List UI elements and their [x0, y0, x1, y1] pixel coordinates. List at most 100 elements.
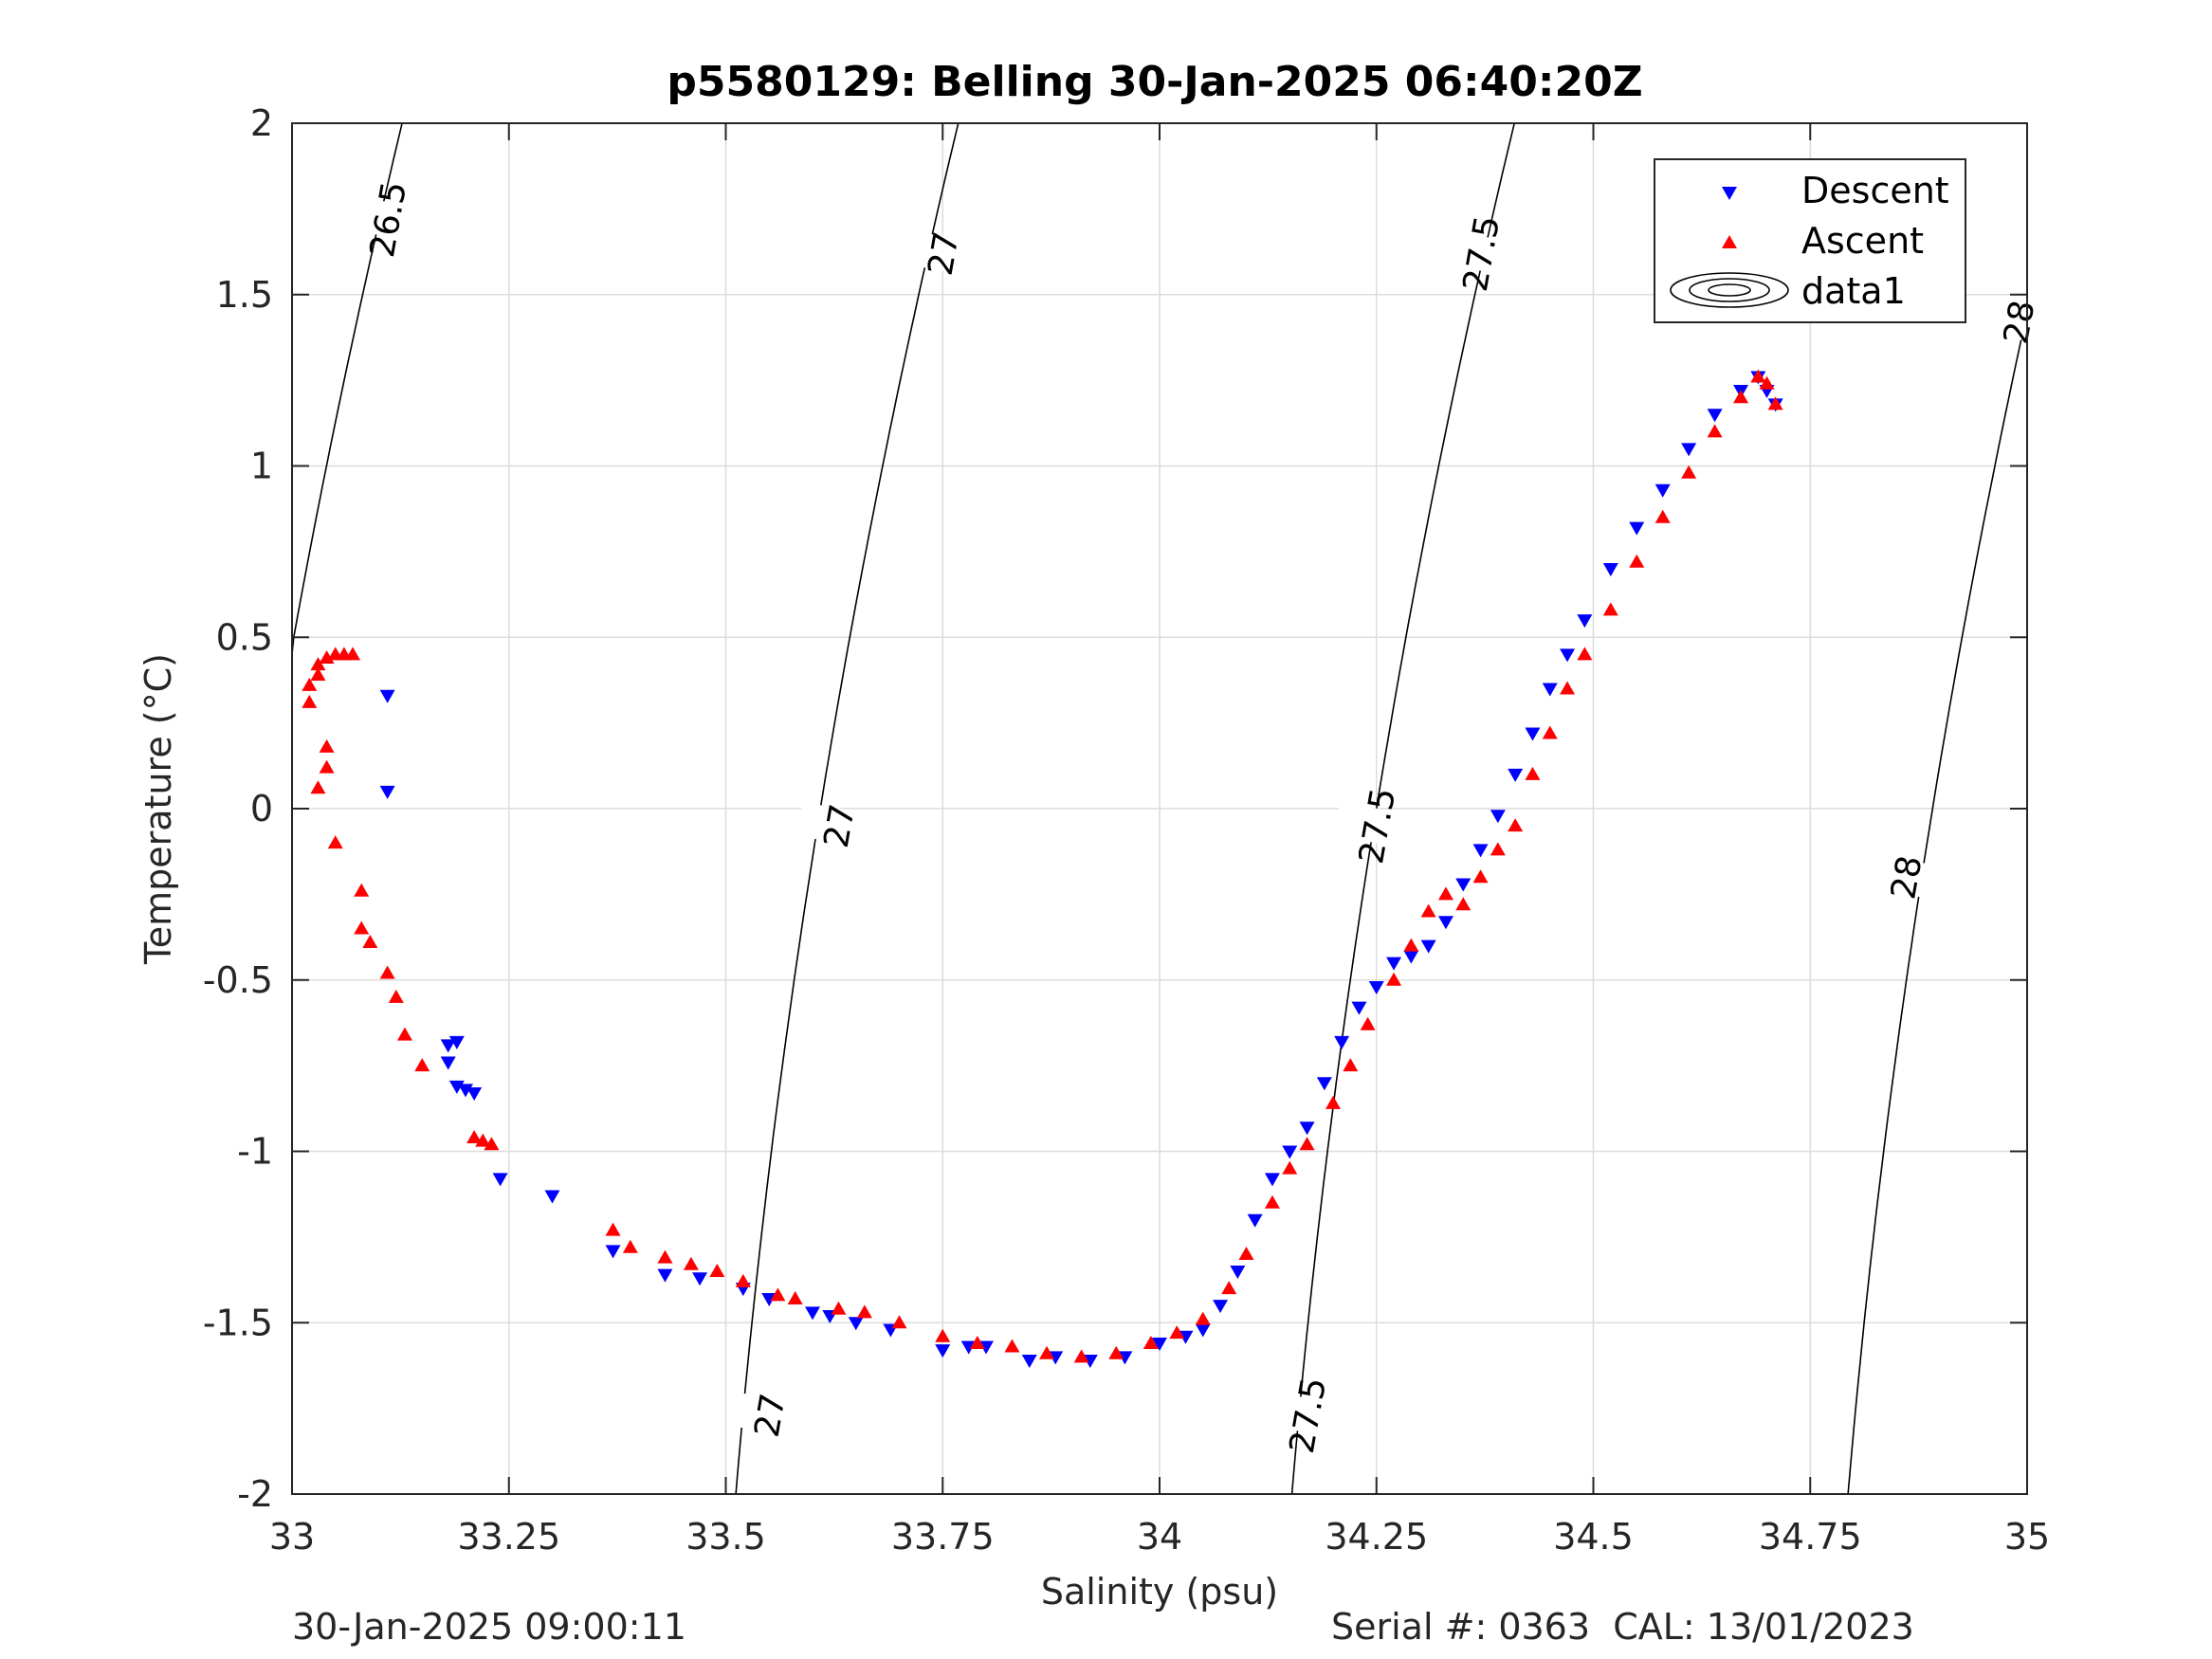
ascent-point-47	[1325, 1095, 1341, 1109]
x-tick-label-6: 34.5	[1553, 1516, 1634, 1558]
y-tick-label-3: -0.5	[203, 959, 273, 1001]
descent-point-38	[1368, 980, 1384, 994]
ascent-point-64	[1654, 509, 1671, 523]
ascent-point-10	[310, 780, 326, 794]
y-tick-label-5: 0.5	[216, 616, 273, 658]
legend: Descent Ascent data1	[1654, 158, 1966, 323]
x-tick-label-0: 33	[269, 1516, 315, 1558]
x-tick-label-8: 35	[2004, 1516, 2050, 1558]
ascent-point-19	[466, 1130, 483, 1144]
ascent-point-24	[657, 1249, 673, 1264]
contour-label-bg-4	[1438, 229, 1524, 278]
x-tick-label-2: 33.5	[686, 1516, 766, 1558]
descent-point-36	[1334, 1035, 1350, 1049]
ascent-point-66	[1707, 424, 1723, 438]
descent-point-5	[448, 1080, 465, 1094]
y-axis-label: Temperature (°C)	[137, 653, 179, 965]
legend-ascent-marker	[1722, 235, 1737, 248]
descent-point-50	[1577, 614, 1593, 629]
ascent-point-16	[388, 989, 404, 1003]
descent-point-31	[1247, 1213, 1263, 1228]
ascent-point-0	[302, 694, 318, 708]
ascent-point-51	[1403, 938, 1419, 952]
descent-point-49	[1560, 648, 1576, 663]
descent-point-45	[1490, 810, 1506, 824]
ascent-point-59	[1542, 725, 1558, 739]
ascent-point-27	[735, 1273, 751, 1287]
ascent-point-8	[319, 738, 335, 753]
ascent-point-1	[302, 677, 318, 691]
ascent-point-3	[310, 657, 326, 671]
ascent-point-56	[1490, 842, 1506, 856]
contour-label-bg-0	[345, 195, 430, 244]
ascent-point-14	[362, 934, 378, 948]
descent-point-29	[1213, 1300, 1229, 1314]
descent-point-8	[492, 1173, 508, 1187]
ascent-point-17	[396, 1027, 412, 1041]
descent-point-37	[1351, 1001, 1367, 1015]
descent-point-10	[605, 1245, 621, 1259]
descent-point-2	[440, 1039, 456, 1053]
descent-point-51	[1602, 562, 1618, 576]
y-tick-label-1: -1.5	[203, 1302, 273, 1343]
descent-point-53	[1654, 483, 1671, 498]
ascent-point-13	[354, 921, 370, 935]
descent-point-54	[1681, 443, 1697, 457]
ascent-point-67	[1733, 390, 1749, 404]
descent-point-17	[848, 1317, 864, 1331]
x-axis-ticks: 33 33.25 33.5 33.75 34 34.25 34.5 34.75 35	[269, 123, 2050, 1558]
descent-point-19	[935, 1344, 951, 1358]
ascent-point-55	[1472, 869, 1489, 884]
descent-point-22	[1021, 1355, 1037, 1369]
y-tick-label-8: 2	[250, 102, 273, 144]
y-tick-label-6: 1	[250, 446, 273, 487]
ascent-point-52	[1420, 903, 1436, 918]
descent-point-34	[1299, 1121, 1315, 1136]
descent-point-32	[1264, 1173, 1280, 1187]
contour-label-3: 27	[748, 1391, 794, 1440]
legend-box	[1654, 158, 1966, 323]
x-axis-label: Salinity (psu)	[1041, 1571, 1278, 1613]
ascent-point-32	[891, 1315, 907, 1329]
ascent-point-69	[1759, 375, 1775, 390]
ascent-series	[302, 369, 1783, 1363]
x-tick-label-1: 33.25	[457, 1516, 560, 1558]
descent-point-0	[379, 689, 395, 703]
descent-point-9	[544, 1190, 560, 1204]
ascent-point-41	[1195, 1311, 1211, 1325]
ascent-point-37	[1073, 1349, 1089, 1363]
ascent-point-12	[354, 883, 370, 897]
descent-point-15	[805, 1306, 820, 1321]
ascent-point-40	[1169, 1325, 1185, 1340]
ascent-point-49	[1360, 1016, 1376, 1030]
ascent-point-22	[605, 1222, 621, 1236]
y-axis-ticks: -2 -1.5 -1 -0.5 0 0.5 1 1.5 2	[203, 102, 2027, 1515]
x-tick-label-3: 33.75	[891, 1516, 995, 1558]
descent-point-4	[440, 1056, 456, 1070]
descent-point-1	[379, 785, 395, 799]
ascent-point-4	[319, 649, 335, 664]
descent-point-43	[1455, 878, 1472, 892]
ascent-point-61	[1577, 647, 1593, 661]
descent-point-6	[458, 1084, 473, 1098]
contour-label-bg-2	[795, 802, 881, 850]
ascent-point-39	[1143, 1335, 1159, 1349]
ascent-point-50	[1386, 972, 1402, 986]
ascent-point-29	[787, 1290, 803, 1304]
ascent-point-28	[770, 1287, 786, 1302]
contour-label-bg-5	[1334, 802, 1419, 850]
descent-point-46	[1508, 768, 1524, 782]
ascent-point-35	[1004, 1339, 1020, 1353]
descent-point-26	[1152, 1337, 1167, 1351]
ascent-point-60	[1560, 681, 1576, 695]
descent-point-48	[1542, 683, 1558, 697]
legend-data1-label: data1	[1801, 270, 1906, 312]
legend-descent-marker	[1722, 187, 1737, 200]
contour-label-bg-3	[726, 1391, 812, 1439]
contour-label-bg-8	[1863, 853, 1948, 902]
descent-point-12	[692, 1272, 708, 1286]
descent-point-7	[466, 1087, 483, 1102]
ascent-point-30	[831, 1301, 847, 1315]
ascent-point-33	[935, 1328, 951, 1342]
